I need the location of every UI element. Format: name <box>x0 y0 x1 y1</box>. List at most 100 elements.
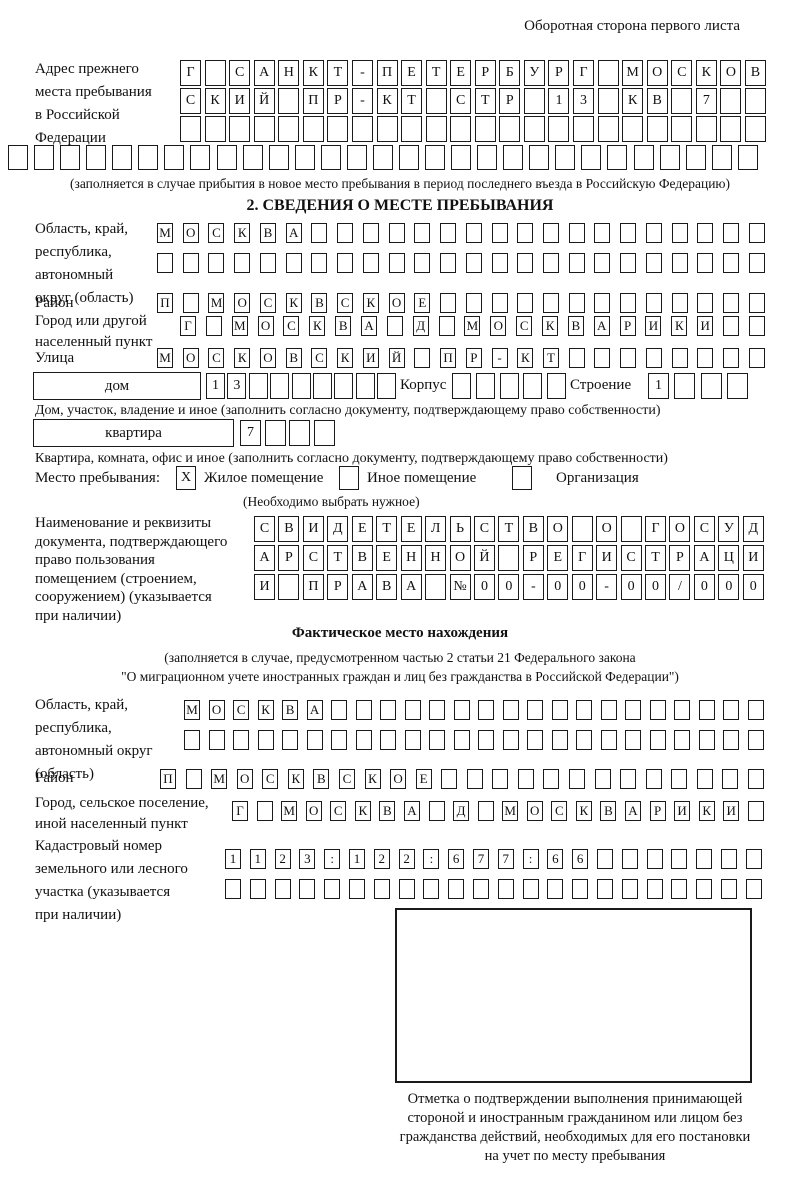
char-cell[interactable] <box>747 700 764 720</box>
char-cell[interactable]: Р <box>327 574 349 600</box>
char-cell[interactable]: Н <box>278 60 300 86</box>
char-cell[interactable] <box>452 373 471 399</box>
char-cell[interactable]: 3 <box>573 88 594 114</box>
char-cell[interactable] <box>182 293 199 313</box>
char-cell[interactable] <box>685 145 706 170</box>
char-cell[interactable] <box>671 879 688 899</box>
stay-type-checkbox-organization[interactable] <box>512 466 532 490</box>
char-cell[interactable]: С <box>671 60 693 86</box>
char-cell[interactable] <box>270 373 290 399</box>
char-cell[interactable] <box>429 730 446 750</box>
char-cell[interactable] <box>543 223 560 243</box>
char-cell[interactable] <box>571 516 593 542</box>
char-cell[interactable] <box>543 293 560 313</box>
char-cell[interactable] <box>625 700 642 720</box>
char-cell[interactable]: Е <box>401 60 423 86</box>
char-cell[interactable] <box>351 116 373 142</box>
char-cell[interactable]: С <box>254 516 275 542</box>
char-cell[interactable] <box>568 293 585 313</box>
char-cell[interactable] <box>414 223 431 243</box>
char-cell[interactable] <box>401 116 423 142</box>
char-cell[interactable] <box>278 88 300 114</box>
char-cell[interactable] <box>398 145 419 170</box>
char-cell[interactable] <box>404 730 421 750</box>
char-cell[interactable] <box>466 769 483 789</box>
char-cell[interactable] <box>278 116 300 142</box>
char-cell[interactable] <box>737 145 758 170</box>
char-cell[interactable] <box>568 223 585 243</box>
char-cell[interactable]: О <box>388 293 405 313</box>
char-cell[interactable] <box>306 730 323 750</box>
char-cell[interactable] <box>477 801 494 821</box>
char-cell[interactable] <box>440 253 457 273</box>
char-cell[interactable] <box>696 849 713 869</box>
char-cell[interactable]: К <box>234 348 251 368</box>
char-cell[interactable]: К <box>542 316 559 336</box>
char-cell[interactable]: И <box>723 801 740 821</box>
char-cell[interactable] <box>404 700 421 720</box>
char-cell[interactable]: 0 <box>571 574 593 600</box>
char-cell[interactable]: 0 <box>693 574 715 600</box>
char-cell[interactable] <box>646 116 668 142</box>
char-cell[interactable]: С <box>311 348 328 368</box>
char-cell[interactable]: К <box>309 316 326 336</box>
char-cell[interactable]: С <box>330 801 347 821</box>
char-cell[interactable] <box>502 700 519 720</box>
char-cell[interactable] <box>497 879 514 899</box>
char-cell[interactable]: К <box>257 700 274 720</box>
char-cell[interactable] <box>60 145 81 170</box>
char-cell[interactable] <box>205 316 222 336</box>
char-cell[interactable] <box>225 879 241 899</box>
char-cell[interactable]: 0 <box>645 574 666 600</box>
char-cell[interactable] <box>274 879 291 899</box>
char-cell[interactable]: Р <box>465 348 482 368</box>
char-cell[interactable] <box>320 145 341 170</box>
char-cell[interactable]: С <box>516 316 533 336</box>
char-cell[interactable]: С <box>283 316 300 336</box>
char-cell[interactable]: Г <box>232 801 248 821</box>
char-cell[interactable] <box>723 223 740 243</box>
char-cell[interactable]: П <box>302 88 324 114</box>
char-cell[interactable] <box>499 116 521 142</box>
char-cell[interactable]: В <box>311 293 328 313</box>
char-cell[interactable] <box>302 116 324 142</box>
char-cell[interactable] <box>594 769 611 789</box>
char-cell[interactable]: Н <box>400 545 422 571</box>
char-cell[interactable] <box>723 253 740 273</box>
char-cell[interactable] <box>204 60 226 86</box>
char-cell[interactable] <box>551 700 568 720</box>
char-cell[interactable]: А <box>693 545 715 571</box>
char-cell[interactable]: Ц <box>718 545 740 571</box>
char-cell[interactable]: А <box>593 316 610 336</box>
char-cell[interactable] <box>659 145 680 170</box>
char-cell[interactable] <box>249 879 266 899</box>
char-cell[interactable] <box>620 516 642 542</box>
char-cell[interactable] <box>180 116 201 142</box>
char-cell[interactable]: У <box>718 516 740 542</box>
char-cell[interactable] <box>620 253 637 273</box>
char-cell[interactable] <box>185 769 202 789</box>
char-cell[interactable] <box>645 223 662 243</box>
char-cell[interactable] <box>138 145 159 170</box>
char-cell[interactable]: И <box>302 516 324 542</box>
char-cell[interactable] <box>440 223 457 243</box>
char-cell[interactable] <box>600 700 617 720</box>
char-cell[interactable] <box>414 253 431 273</box>
char-cell[interactable] <box>451 145 472 170</box>
char-cell[interactable] <box>671 293 688 313</box>
char-cell[interactable]: К <box>376 88 398 114</box>
char-cell[interactable] <box>572 879 589 899</box>
char-cell[interactable] <box>440 293 457 313</box>
char-cell[interactable] <box>748 348 765 368</box>
char-cell[interactable]: В <box>646 88 668 114</box>
char-cell[interactable] <box>621 879 638 899</box>
char-cell[interactable]: В <box>600 801 617 821</box>
char-cell[interactable] <box>597 88 619 114</box>
char-cell[interactable]: В <box>351 545 373 571</box>
char-cell[interactable]: А <box>361 316 378 336</box>
char-cell[interactable] <box>291 373 311 399</box>
char-cell[interactable]: М <box>157 348 173 368</box>
char-cell[interactable]: И <box>596 545 618 571</box>
char-cell[interactable] <box>646 879 663 899</box>
char-cell[interactable] <box>216 145 237 170</box>
